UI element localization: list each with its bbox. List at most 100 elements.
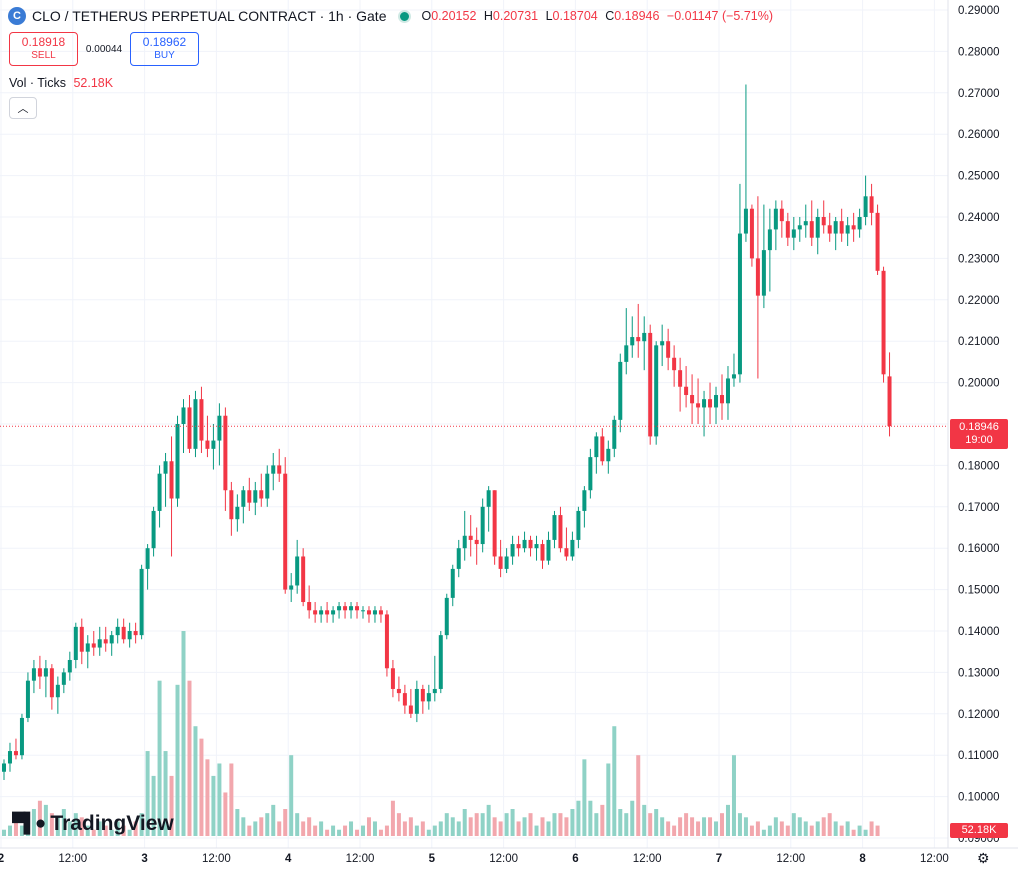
volume-legend[interactable]: Vol · Ticks 52.18K <box>9 76 113 90</box>
chart-legend: C CLO / TETHERUS PERPETUAL CONTRACT · 1h… <box>8 7 773 25</box>
candle-body <box>295 556 300 586</box>
volume-bar <box>767 825 772 836</box>
candle-body <box>103 639 108 644</box>
volume-bar <box>618 809 623 836</box>
candle-body <box>833 221 838 234</box>
volume-bar <box>139 813 144 836</box>
y-tick-label: 0.14000 <box>958 626 1000 638</box>
volume-bar <box>319 821 324 836</box>
candle-body <box>49 668 54 698</box>
candle-body <box>731 374 736 379</box>
volume-bar <box>576 800 581 836</box>
candle-body <box>85 643 90 652</box>
volume-bar <box>67 821 72 836</box>
settings-gear-icon[interactable]: ⚙ <box>977 850 990 866</box>
volume-bar <box>169 775 174 836</box>
volume-bar <box>678 817 683 836</box>
candle-body <box>564 548 569 557</box>
candle-body <box>773 208 778 230</box>
volume-bar <box>235 809 240 836</box>
volume-bar <box>199 738 204 836</box>
candle-body <box>636 337 641 342</box>
sell-button[interactable]: 0.18918 SELL <box>9 32 78 66</box>
volume-bar <box>827 813 832 836</box>
candle-body <box>815 217 820 238</box>
buy-price: 0.18962 <box>142 35 187 49</box>
volume-bar <box>253 821 258 836</box>
volume-bar <box>833 821 838 836</box>
candle-body <box>408 705 413 714</box>
candle-body <box>331 610 336 615</box>
candle-body <box>720 395 724 404</box>
candle-body <box>133 631 138 636</box>
volume-bar <box>7 825 12 836</box>
candle-body <box>349 606 354 611</box>
low-value: 0.18704 <box>552 9 598 23</box>
candle-body <box>498 556 503 569</box>
low-label: L <box>545 9 553 23</box>
candle-body <box>67 659 72 673</box>
volume-bar <box>594 813 599 836</box>
candle-body <box>396 688 401 694</box>
candle-body <box>714 395 719 408</box>
volume-bar <box>331 825 336 836</box>
volume-bar <box>337 829 342 836</box>
candle-body <box>809 221 814 238</box>
buy-button[interactable]: 0.18962 BUY <box>130 32 199 66</box>
volume-bar <box>851 829 856 836</box>
volume-bar <box>528 813 533 836</box>
volume-price-tag: 52.18K <box>950 823 1008 838</box>
volume-bar <box>378 829 383 836</box>
symbol-title[interactable]: CLO / TETHERUS PERPETUAL CONTRACT · 1h ·… <box>32 8 387 24</box>
candle-body <box>61 672 66 685</box>
volume-bar <box>534 825 539 836</box>
y-tick-label: 0.27000 <box>958 88 1000 100</box>
volume-bar <box>127 829 132 836</box>
volume-bar <box>414 825 419 836</box>
candle-body <box>863 196 868 217</box>
candle-body <box>426 693 431 702</box>
volume-bar <box>666 821 671 836</box>
candle-body <box>438 635 443 689</box>
candle-body <box>277 465 282 474</box>
volume-bar <box>582 759 587 836</box>
volume-bar <box>498 821 503 836</box>
candle-body <box>169 461 174 499</box>
volume-bar <box>241 817 246 836</box>
volume-bar <box>115 821 120 836</box>
x-tick-label: 8 <box>859 853 866 865</box>
candle-body <box>115 626 120 636</box>
x-tick-label: 2 <box>0 853 4 865</box>
market-status-dot-icon[interactable] <box>398 9 412 23</box>
candle-body <box>37 668 42 677</box>
candle-body <box>79 626 84 652</box>
candle-body <box>803 221 808 226</box>
high-value: 0.20731 <box>492 9 539 23</box>
x-tick-label: 12:00 <box>58 853 87 865</box>
volume-bar <box>61 809 66 836</box>
volume-bar <box>863 829 868 836</box>
candle-body <box>600 436 605 462</box>
candle-body <box>624 345 629 362</box>
candle-body <box>366 610 371 615</box>
candle-body <box>857 217 862 230</box>
candle-body <box>343 606 348 611</box>
x-tick-label: 7 <box>716 853 722 865</box>
volume-bar <box>588 800 593 836</box>
y-tick-label: 0.22000 <box>958 295 1000 307</box>
candle-body <box>588 457 593 491</box>
volume-bar <box>193 726 198 836</box>
volume-bar <box>630 800 635 836</box>
candle-body <box>666 341 671 358</box>
tradingview-logo-text: TradingView <box>50 812 174 835</box>
y-tick-label: 0.13000 <box>958 667 1000 679</box>
tradingview-logo[interactable]: ▀▌● TradingView <box>12 812 174 836</box>
volume-bar <box>37 800 42 836</box>
volume-value: 52.18K <box>73 76 114 90</box>
candle-body <box>259 490 264 499</box>
volume-bar <box>301 821 306 836</box>
collapse-legend-button[interactable]: ︿ <box>9 97 37 119</box>
candle-body <box>690 395 695 404</box>
volume-bar <box>456 821 461 836</box>
